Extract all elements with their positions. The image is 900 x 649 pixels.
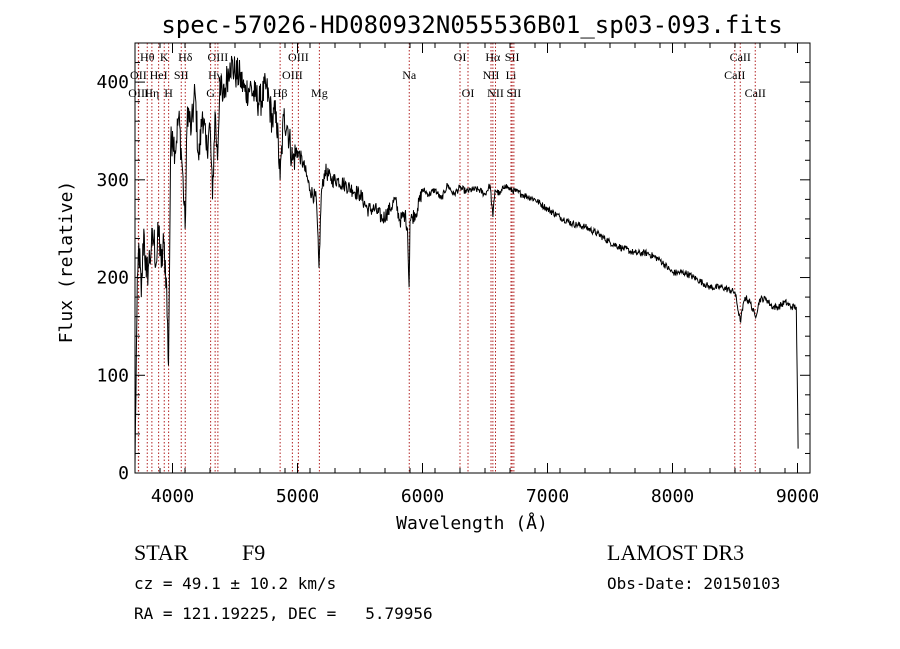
line-label-15: Mg xyxy=(311,86,328,100)
line-label-16: Na xyxy=(402,68,417,82)
x-tick-label-2: 6000 xyxy=(401,486,444,507)
y-tick-label-2: 200 xyxy=(96,268,129,289)
subclass-label: F9 xyxy=(242,540,266,565)
line-label-6: SII xyxy=(174,68,189,82)
line-label-21: NII xyxy=(487,86,504,100)
line-label-2: OIII xyxy=(128,86,149,100)
line-label-3: Hη xyxy=(144,86,159,100)
y-tick-label-1: 100 xyxy=(96,365,129,386)
y-axis-label: Flux (relative) xyxy=(56,181,77,344)
spectrum-line xyxy=(134,55,799,466)
obs-date-label: Obs-Date: 20150103 xyxy=(607,574,781,593)
x-tick-label-0: 4000 xyxy=(151,486,194,507)
line-label-13: OIII xyxy=(288,50,309,64)
line-label-25: CaII xyxy=(730,50,751,64)
line-label-22: SII xyxy=(505,50,520,64)
x-axis-label: Wavelength (Å) xyxy=(396,512,548,534)
line-label-0: Hθ xyxy=(140,50,155,64)
line-label-9: OIII xyxy=(208,50,229,64)
line-label-8: Hδ xyxy=(178,50,193,64)
line-label-7: H xyxy=(164,86,173,100)
coords-label: RA = 121.19225, DEC = 5.79956 xyxy=(134,604,433,623)
axes: 4000 5000 6000 7000 8000 9000 0 100 200 300 400 xyxy=(96,42,819,507)
line-label-23: Li xyxy=(506,68,517,82)
y-tick-label-3: 300 xyxy=(96,170,129,191)
line-label-27: CaII xyxy=(745,86,766,100)
line-label-19: Hα xyxy=(485,50,501,64)
x-tick-label-1: 5000 xyxy=(276,486,319,507)
line-label-20: NII xyxy=(483,68,500,82)
line-label-14: OIII xyxy=(282,68,303,82)
line-label-24: SII xyxy=(507,86,522,100)
y-tick-label-0: 0 xyxy=(118,463,129,484)
line-label-12: Hβ xyxy=(273,86,288,100)
x-tick-label-3: 7000 xyxy=(526,486,569,507)
line-label-17: OI xyxy=(454,50,467,64)
line-label-4: HeI xyxy=(150,68,168,82)
survey-label: LAMOST DR3 xyxy=(607,540,745,565)
y-tick-label-4: 400 xyxy=(96,72,129,93)
x-tick-label-5: 9000 xyxy=(776,486,819,507)
line-label-26: CaII xyxy=(724,68,745,82)
x-tick-label-4: 8000 xyxy=(651,486,694,507)
line-label-18: OI xyxy=(462,86,475,100)
plot-frame xyxy=(134,42,811,474)
class-label: STAR xyxy=(134,540,189,565)
chart-title: spec-57026-HD080932N055536B01_sp03-093.f… xyxy=(161,11,782,39)
cz-label: cz = 49.1 ± 10.2 km/s xyxy=(134,574,337,593)
line-label-11: G xyxy=(206,86,215,100)
line-label-10: Hγ xyxy=(208,68,223,82)
line-label-5: K xyxy=(160,50,169,64)
